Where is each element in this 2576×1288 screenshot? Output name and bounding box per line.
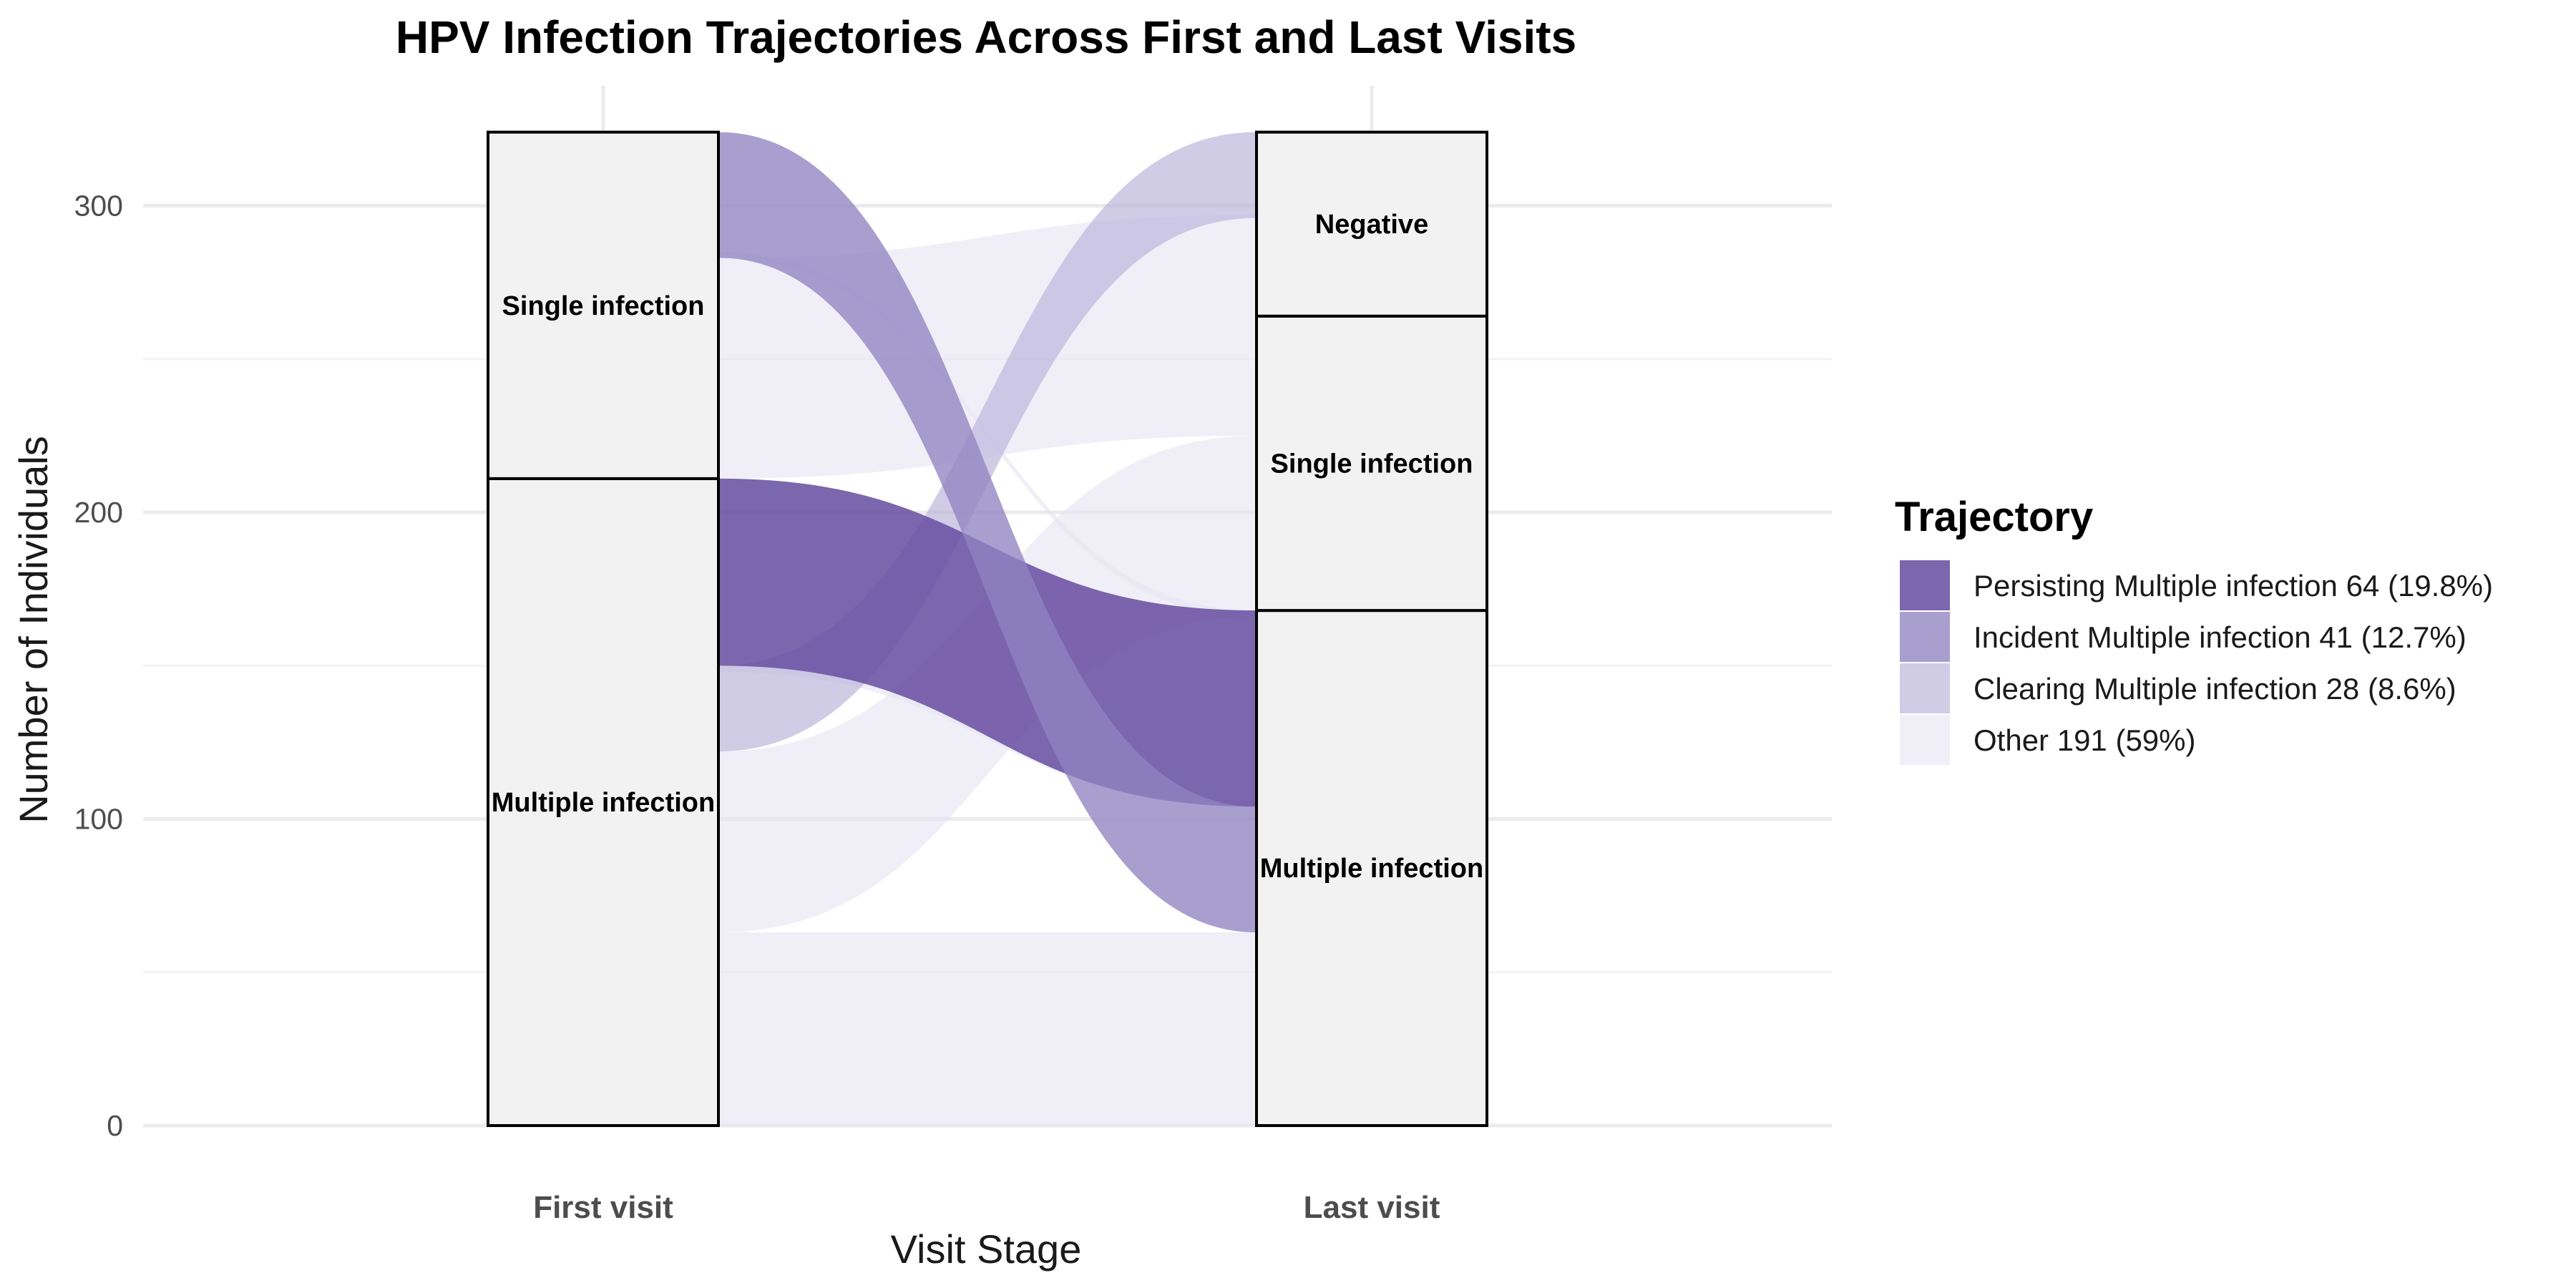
strata: Multiple infection Single infection Multip…: [487, 130, 1488, 1127]
y-tick-label: 300: [74, 190, 123, 223]
legend-title: Trajectory: [1895, 494, 2093, 540]
stratum-label: Multiple infection: [1260, 854, 1483, 884]
legend-label: Persisting Multiple infection 64 (19.8%): [1974, 569, 2493, 602]
stratum-last-visit-multiple-infection: [1255, 609, 1488, 1127]
flows: [718, 132, 1257, 1126]
legend-swatch: [1900, 560, 1950, 610]
stratum-label: Multiple infection: [492, 788, 715, 818]
y-tick-label: 100: [74, 803, 123, 836]
x-axis-ticks: First visit Last visit: [533, 1190, 1440, 1225]
flow-incident-multiple-infection: [718, 132, 1257, 933]
chart-title: HPV Infection Trajectories Across First …: [396, 11, 1576, 63]
x-tick-label: First visit: [533, 1190, 673, 1225]
y-tick-label: 200: [74, 496, 123, 529]
legend-swatch: [1900, 715, 1950, 765]
y-tick-label: 0: [107, 1109, 123, 1142]
legend-label: Incident Multiple infection 41 (12.7%): [1974, 620, 2467, 654]
flow-clearing-multiple-infection: [718, 132, 1257, 752]
legend: Trajectory Persisting Multiple infection…: [1895, 494, 2493, 765]
legend-swatch: [1900, 663, 1950, 713]
stratum-label: Single infection: [1271, 449, 1473, 479]
x-axis-title: Visit Stage: [891, 1226, 1082, 1272]
stratum-first-visit-multiple-infection: [487, 477, 720, 1127]
stratum-label: Negative: [1315, 210, 1428, 240]
y-axis-title: Number of Individuals: [11, 436, 56, 824]
stratum-last-visit-single-infection: [1255, 314, 1488, 613]
stratum-last-visit-negative: [1255, 130, 1488, 318]
y-axis-ticks: 0 100 200 300: [74, 190, 123, 1143]
legend-label: Other 191 (59%): [1974, 723, 2196, 757]
flow-persisting-multiple-infection: [718, 478, 1257, 807]
legend-swatch: [1900, 612, 1950, 662]
x-tick-label: Last visit: [1304, 1190, 1440, 1225]
flow-other: [718, 932, 1257, 1126]
stratum-first-visit-single-infection: [487, 130, 720, 480]
legend-label: Clearing Multiple infection 28 (8.6%): [1974, 672, 2457, 706]
stratum-label: Single infection: [502, 291, 705, 321]
